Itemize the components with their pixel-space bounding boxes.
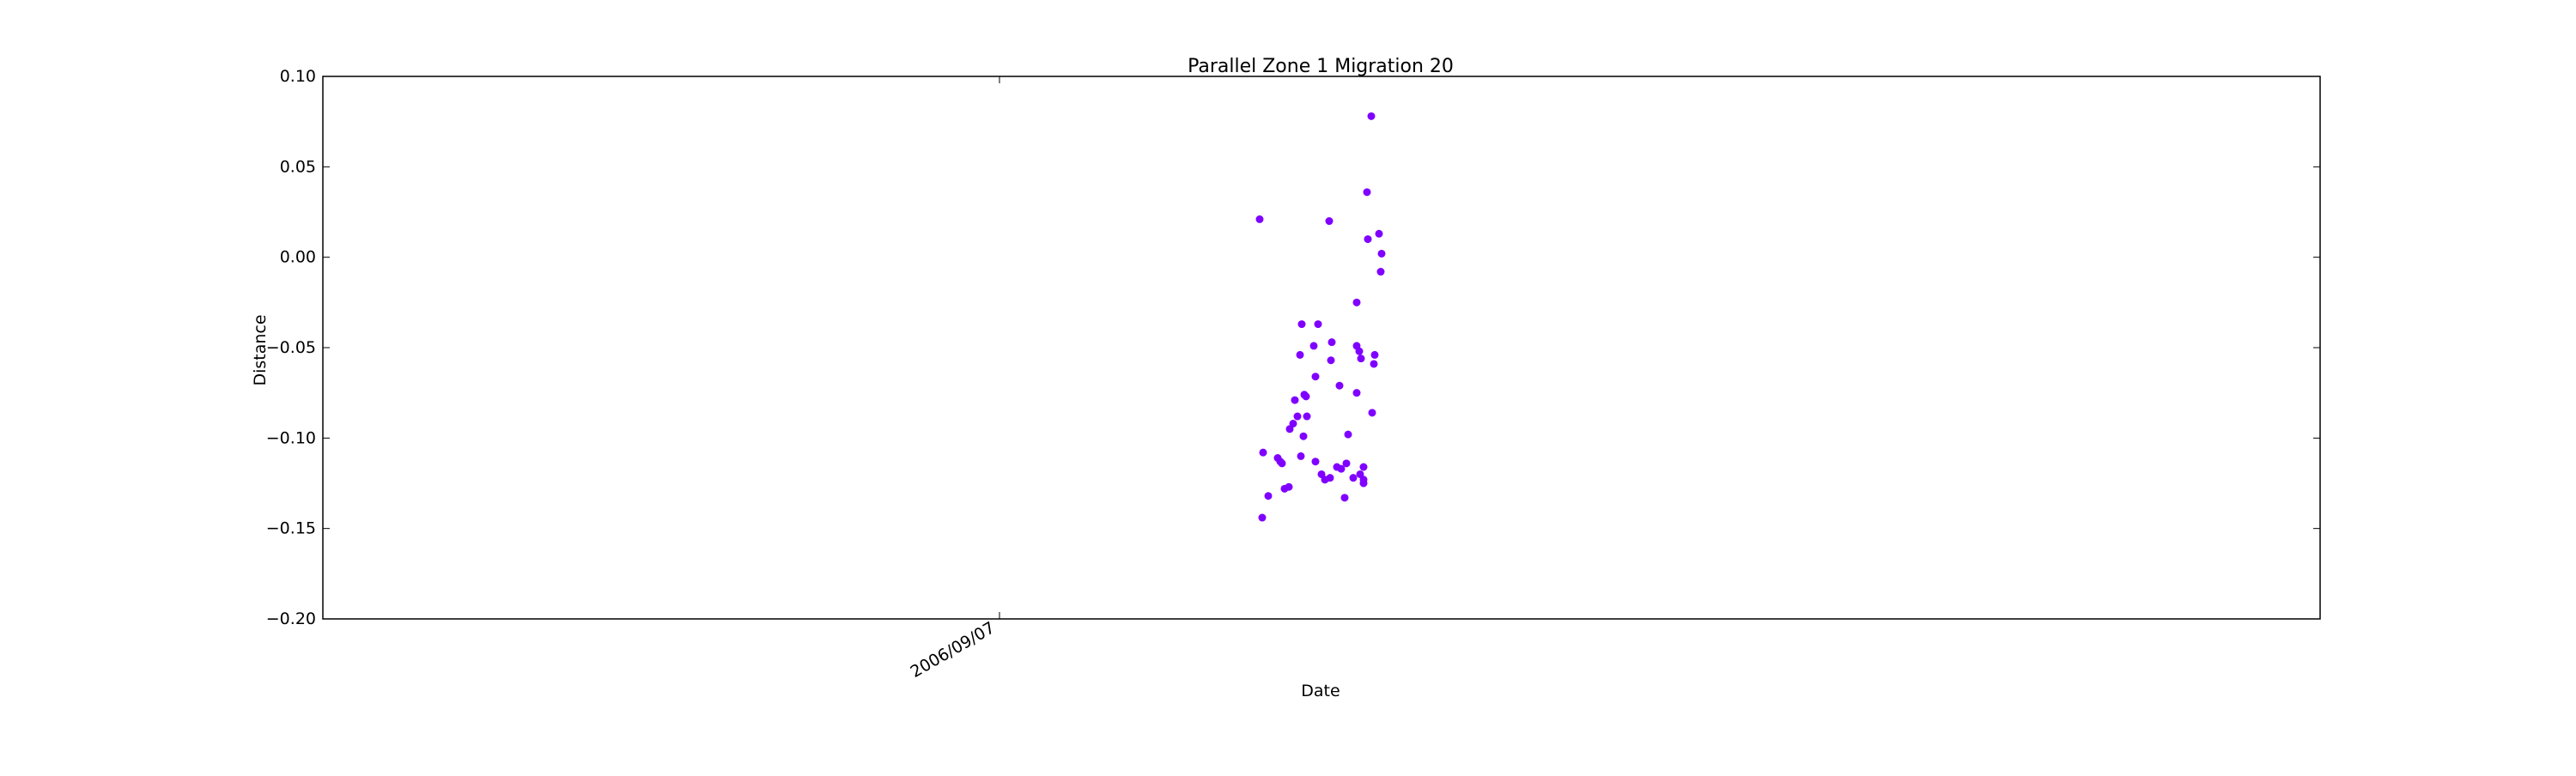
data-point bbox=[1376, 268, 1385, 276]
data-point bbox=[1314, 320, 1322, 329]
chart-title: Parallel Zone 1 Migration 20 bbox=[1188, 56, 1454, 77]
data-point bbox=[1364, 235, 1372, 244]
data-point bbox=[1359, 463, 1368, 471]
data-point bbox=[1370, 360, 1378, 368]
data-point bbox=[1311, 458, 1320, 466]
data-point bbox=[1303, 412, 1311, 421]
y-tick-label: 0.05 bbox=[280, 157, 316, 176]
data-point bbox=[1363, 188, 1371, 197]
data-point bbox=[1296, 350, 1304, 359]
data-point bbox=[1297, 320, 1306, 329]
data-point bbox=[1300, 391, 1309, 399]
data-point bbox=[1309, 342, 1318, 350]
data-point bbox=[1255, 215, 1264, 223]
y-tick-label: 0.10 bbox=[280, 67, 316, 86]
data-point bbox=[1285, 482, 1293, 491]
data-point bbox=[1377, 249, 1386, 258]
data-point bbox=[1291, 396, 1299, 404]
data-point bbox=[1264, 492, 1273, 500]
data-point bbox=[1349, 474, 1358, 482]
data-point bbox=[1293, 412, 1302, 421]
data-point bbox=[1326, 474, 1334, 482]
data-point bbox=[1344, 430, 1352, 439]
data-point bbox=[1340, 494, 1349, 502]
data-point bbox=[1278, 459, 1286, 468]
data-point bbox=[1337, 464, 1346, 473]
data-point bbox=[1335, 381, 1344, 390]
data-point bbox=[1357, 355, 1365, 363]
ticks-layer: 0.10 0.05 0.00 −0.05 −0.10 −0.15 −0.20 2006/09/… bbox=[266, 67, 2320, 682]
y-tick-label: 0.00 bbox=[280, 248, 316, 267]
data-point bbox=[1355, 347, 1364, 355]
data-point bbox=[1289, 419, 1297, 427]
data-point bbox=[1370, 350, 1379, 359]
y-tick-label: −0.20 bbox=[266, 609, 316, 628]
data-point bbox=[1297, 452, 1305, 460]
data-point bbox=[1352, 298, 1361, 306]
data-point bbox=[1259, 448, 1267, 457]
data-point bbox=[1375, 229, 1383, 238]
data-point bbox=[1311, 373, 1320, 381]
plot-frame bbox=[322, 76, 2321, 620]
y-axis-label: Distance bbox=[251, 314, 270, 385]
data-point bbox=[1299, 432, 1308, 440]
data-point bbox=[1325, 217, 1334, 226]
data-point bbox=[1352, 389, 1361, 397]
x-tick-label: 2006/09/07 bbox=[908, 618, 999, 682]
data-point bbox=[1327, 356, 1335, 365]
y-tick-label: −0.05 bbox=[266, 338, 316, 357]
x-axis-label: Date bbox=[1301, 682, 1340, 700]
data-point bbox=[1367, 112, 1376, 120]
points-layer bbox=[1255, 112, 1386, 522]
y-tick-label: −0.10 bbox=[266, 428, 316, 447]
data-point bbox=[1368, 409, 1376, 417]
data-point bbox=[1258, 513, 1267, 522]
data-point bbox=[1359, 479, 1368, 488]
data-point bbox=[1327, 338, 1336, 347]
data-point bbox=[1342, 459, 1351, 468]
y-tick-label: −0.15 bbox=[266, 519, 316, 538]
